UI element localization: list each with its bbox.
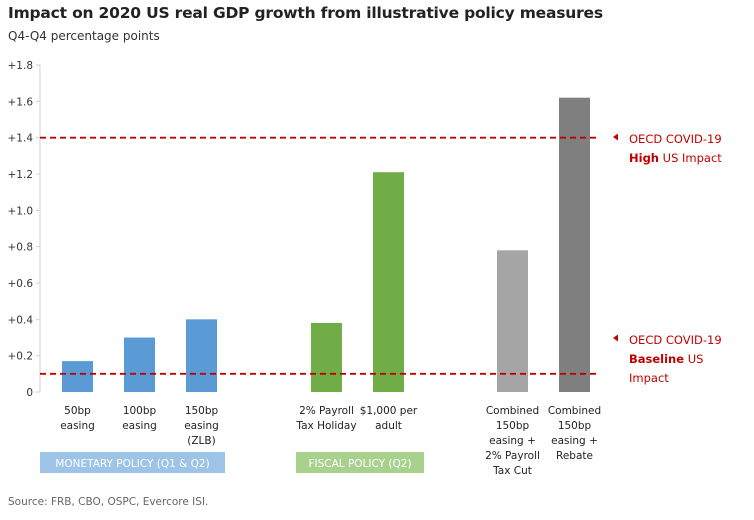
y-tick-label: +1.0 bbox=[8, 205, 34, 217]
x-tick-label: $1,000 per bbox=[360, 405, 418, 417]
bar bbox=[497, 250, 528, 392]
y-axis: 0 +0.2 +0.4 +0.6 +0.8 +1.0 +1.2 +1.4 +1.6 +1.8 bbox=[8, 60, 41, 399]
y-tick-label: 0 bbox=[26, 387, 33, 399]
bar bbox=[559, 97, 590, 392]
x-tick-label: 150bp bbox=[185, 405, 219, 417]
y-tick-label: +0.4 bbox=[8, 314, 34, 326]
x-tick-label: Combined bbox=[486, 405, 539, 417]
x-tick-label: 2% Payroll bbox=[485, 450, 540, 462]
x-tick-label: easing bbox=[184, 420, 219, 432]
group-labels: MONETARY POLICY (Q1 & Q2) FISCAL POLICY (… bbox=[40, 452, 424, 473]
chart-title: Impact on 2020 US real GDP growth from i… bbox=[8, 4, 603, 22]
reference-line-label: High US Impact bbox=[629, 151, 722, 165]
reference-lines: OECD COVID-19 High US Impact OECD COVID-19… bbox=[40, 132, 722, 385]
reference-line-label: OECD COVID-19 bbox=[629, 132, 722, 146]
pointer-icon bbox=[613, 133, 618, 141]
reference-line-label: OECD COVID-19 bbox=[629, 333, 722, 347]
chart-subtitle: Q4-Q4 percentage points bbox=[8, 29, 160, 43]
y-tick-label: +1.8 bbox=[8, 60, 34, 72]
bar bbox=[124, 337, 155, 392]
y-tick-label: +0.6 bbox=[8, 278, 34, 290]
y-tick-label: +0.2 bbox=[8, 351, 34, 363]
x-tick-label: Combined bbox=[548, 405, 601, 417]
pointer-icon bbox=[613, 334, 618, 342]
x-tick-label: 50bp bbox=[64, 405, 91, 417]
x-tick-label: adult bbox=[375, 420, 402, 432]
x-tick-label: Rebate bbox=[556, 450, 593, 462]
bar bbox=[311, 322, 342, 392]
group-label: FISCAL POLICY (Q2) bbox=[308, 458, 411, 470]
group-label-box bbox=[296, 452, 424, 473]
group-label-box bbox=[40, 452, 225, 473]
bars bbox=[62, 97, 590, 392]
x-tick-label: 150bp bbox=[558, 420, 592, 432]
x-tick-label: 2% Payroll bbox=[299, 405, 354, 417]
x-tick-label: easing bbox=[122, 420, 157, 432]
x-axis-labels: 50bp easing 100bp easing 150bp easing (ZLB) 2% … bbox=[60, 405, 601, 477]
bar bbox=[62, 361, 93, 392]
y-tick-label: +0.8 bbox=[8, 242, 34, 254]
y-tick-label: +1.6 bbox=[8, 96, 34, 108]
x-tick-label: (ZLB) bbox=[187, 435, 215, 447]
x-tick-label: 100bp bbox=[123, 405, 157, 417]
x-tick-label: easing + bbox=[489, 435, 536, 447]
bar bbox=[186, 319, 217, 392]
group-label: MONETARY POLICY (Q1 & Q2) bbox=[55, 458, 209, 470]
bar bbox=[373, 172, 404, 392]
x-tick-label: easing + bbox=[551, 435, 598, 447]
reference-line-label: Impact bbox=[629, 371, 669, 385]
x-tick-label: Tax Cut bbox=[492, 465, 532, 477]
reference-line-label: Baseline US bbox=[629, 352, 703, 366]
x-tick-label: Tax Holiday bbox=[295, 420, 356, 432]
y-tick-label: +1.4 bbox=[8, 133, 34, 145]
source-note: Source: FRB, CBO, OSPC, Evercore ISI. bbox=[8, 496, 209, 508]
y-tick-label: +1.2 bbox=[8, 169, 34, 181]
x-tick-label: 150bp bbox=[496, 420, 530, 432]
x-tick-label: easing bbox=[60, 420, 95, 432]
